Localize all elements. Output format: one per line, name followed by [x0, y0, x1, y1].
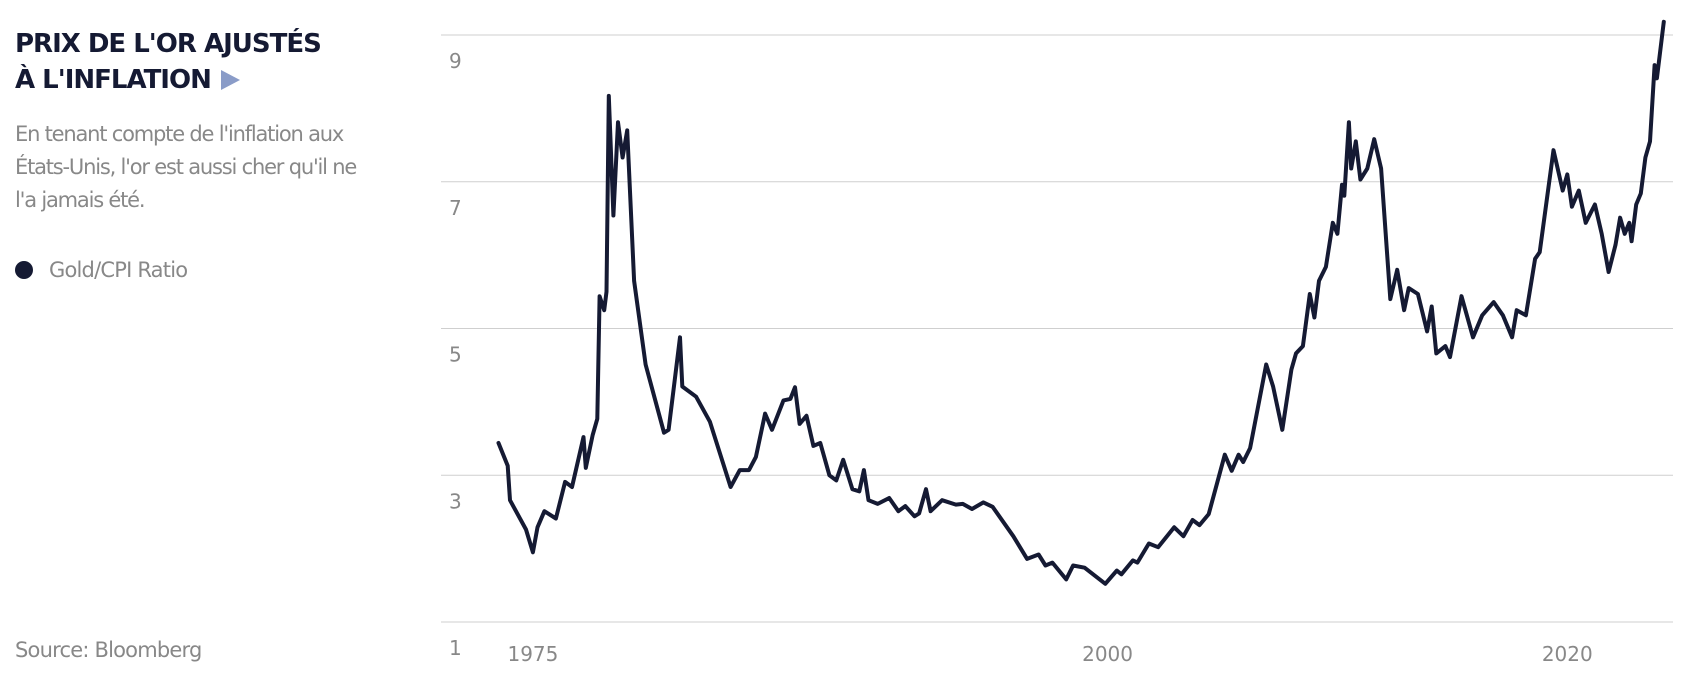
- x-tick-label: 1975: [507, 642, 558, 666]
- chart-subtitle: En tenant compte de l'inflation aux État…: [15, 122, 357, 212]
- y-tick-label: 1: [449, 636, 462, 660]
- source-note: Source: Bloomberg: [15, 638, 202, 662]
- y-tick-label: 5: [449, 343, 462, 367]
- legend-label: Gold/CPI Ratio: [49, 258, 188, 282]
- y-tick-label: 3: [449, 489, 462, 513]
- y-tick-label: 9: [449, 49, 462, 73]
- title-block: PRIX DE L'OR AJUSTÉS À L'INFLATION: [15, 26, 345, 98]
- legend: Gold/CPI Ratio: [15, 258, 188, 282]
- title-arrow-icon: [220, 70, 240, 90]
- y-tick-label: 7: [449, 196, 462, 220]
- chart-title: PRIX DE L'OR AJUSTÉS À L'INFLATION: [15, 29, 322, 95]
- legend-marker: [15, 261, 33, 279]
- x-tick-label: 2020: [1542, 642, 1593, 666]
- x-tick-label: 2000: [1082, 642, 1133, 666]
- data-line: [496, 19, 1666, 586]
